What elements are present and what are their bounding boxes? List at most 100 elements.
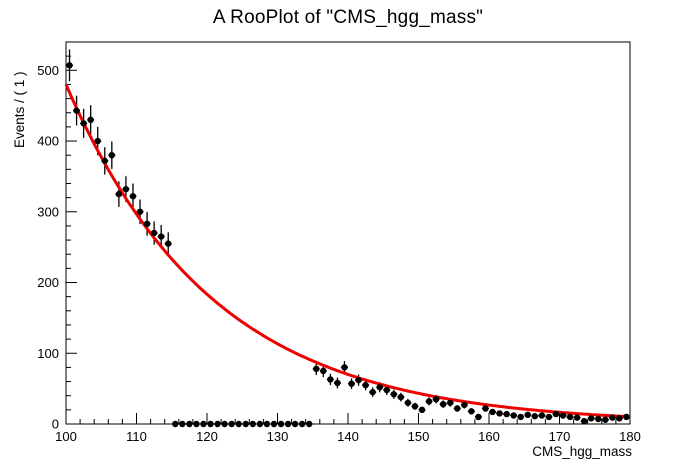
data-point: [482, 405, 489, 412]
data-point: [369, 388, 376, 396]
data-point: [454, 405, 461, 412]
data-point: [376, 384, 383, 391]
data-point: [475, 413, 482, 421]
data-point: [531, 413, 539, 420]
data-point: [172, 420, 179, 428]
data-point: [235, 420, 242, 428]
data-point: [284, 420, 292, 428]
data-point: [404, 399, 412, 406]
x-tick-label: 160: [478, 429, 500, 444]
y-tick-label: 100: [37, 346, 59, 361]
data-point: [221, 420, 228, 428]
data-point: [108, 151, 116, 159]
data-point: [468, 408, 475, 415]
data-point: [320, 367, 327, 375]
x-tick-label: 100: [55, 429, 77, 444]
data-point: [94, 137, 101, 145]
y-tick-label: 200: [37, 275, 59, 290]
data-point: [207, 420, 214, 428]
data-point: [341, 364, 348, 371]
data-point: [186, 420, 193, 428]
data-point: [87, 116, 94, 124]
data-point: [595, 415, 602, 423]
data-point: [439, 400, 447, 408]
data-point: [73, 107, 80, 114]
x-tick-label: 110: [126, 429, 147, 444]
data-point: [334, 379, 341, 387]
data-point: [545, 413, 553, 421]
data-point: [524, 411, 531, 419]
data-point: [157, 233, 165, 240]
data-point: [538, 412, 546, 419]
data-point: [136, 208, 144, 215]
data-point: [263, 420, 271, 428]
data-error-bars: [66, 49, 630, 423]
data-point: [200, 420, 207, 428]
data-point: [291, 420, 299, 428]
data-point: [193, 420, 200, 428]
data-point: [496, 410, 503, 417]
data-point: [313, 365, 320, 373]
y-axis-ticks: 0 100 200 300 400 500: [37, 41, 77, 432]
data-point: [425, 398, 433, 405]
data-points: [66, 62, 630, 428]
x-axis-ticks: 100 110 120 130 140 150 160 170 180: [55, 413, 641, 444]
data-point: [383, 386, 390, 394]
data-point: [616, 415, 623, 422]
data-point: [355, 376, 362, 384]
y-tick-label: 500: [37, 63, 59, 78]
data-point: [447, 399, 454, 406]
y-tick-label: 0: [52, 417, 59, 432]
data-point: [179, 420, 186, 428]
data-point: [277, 420, 285, 428]
data-point: [623, 413, 630, 421]
data-point: [228, 420, 235, 428]
data-point: [552, 410, 560, 418]
data-point: [397, 393, 405, 401]
chart-title: A RooPlot of "CMS_hgg_mass": [212, 7, 484, 28]
data-point: [101, 157, 108, 165]
x-tick-label: 170: [549, 429, 571, 444]
data-point: [580, 417, 588, 425]
data-point: [306, 420, 313, 428]
data-point: [602, 416, 609, 423]
data-point: [348, 380, 355, 387]
data-point: [510, 412, 517, 419]
y-tick-label: 400: [37, 134, 59, 149]
y-tick-label: 300: [37, 204, 59, 219]
data-point: [517, 413, 524, 421]
data-point: [143, 220, 151, 228]
data-point: [609, 414, 616, 421]
data-point: [327, 376, 334, 383]
data-point: [362, 381, 369, 389]
data-point: [418, 406, 426, 414]
x-tick-label: 140: [337, 429, 359, 444]
data-point: [432, 396, 440, 403]
x-tick-label: 120: [196, 429, 218, 444]
data-point: [80, 120, 87, 127]
data-point: [249, 420, 257, 428]
data-point: [214, 420, 221, 428]
data-point: [573, 414, 581, 421]
data-point: [503, 410, 510, 418]
data-point: [270, 420, 278, 428]
data-point: [165, 240, 172, 247]
data-point: [559, 412, 567, 419]
data-point: [150, 229, 158, 237]
data-point: [489, 408, 496, 416]
data-point: [66, 62, 73, 69]
data-point: [129, 193, 137, 200]
data-point: [566, 413, 574, 421]
data-point: [298, 420, 306, 428]
data-point: [588, 415, 595, 422]
data-point: [115, 190, 123, 198]
x-axis-label: CMS_hgg_mass: [532, 444, 632, 459]
x-tick-label: 130: [267, 429, 289, 444]
data-point: [256, 420, 264, 428]
data-point: [390, 391, 398, 398]
data-point: [242, 420, 249, 428]
x-tick-label: 150: [408, 429, 430, 444]
x-tick-label: 180: [619, 429, 641, 444]
